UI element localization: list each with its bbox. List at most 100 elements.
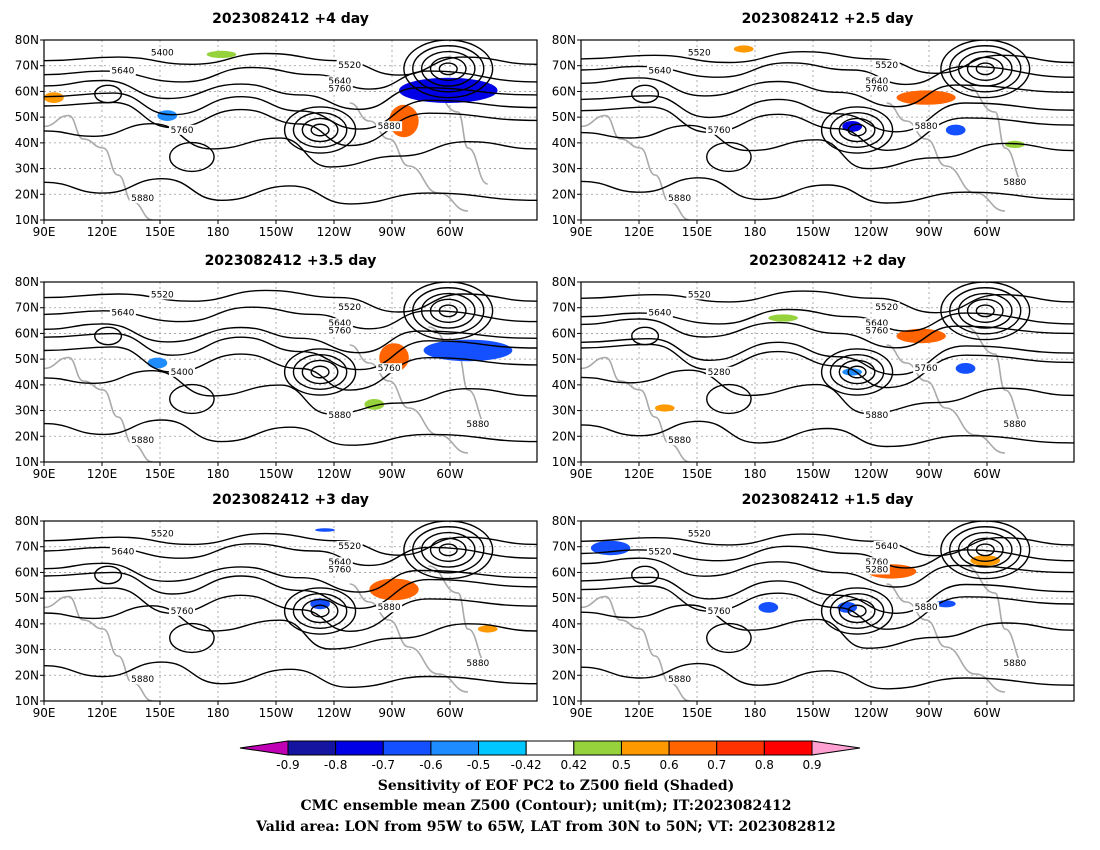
lat-tick-label: 50N — [15, 352, 39, 366]
colorbar-tick-label: -0.42 — [511, 758, 542, 772]
z500-contour — [420, 292, 476, 329]
contour-label-bg — [109, 65, 136, 76]
colorbar-tick-label: 0.8 — [755, 758, 774, 772]
contour-label: 5640 — [111, 547, 134, 557]
colorbar-box — [478, 740, 527, 756]
contour-label-bg — [686, 47, 713, 58]
z500-contour — [581, 369, 1074, 415]
lat-tick-label: 80N — [15, 514, 39, 528]
z500-contour — [310, 123, 330, 137]
contour-label-bg — [666, 193, 693, 204]
contour-label-bg — [666, 435, 693, 446]
z500-contour — [44, 177, 537, 205]
sensitivity-shading — [315, 528, 335, 532]
lat-tick-label: 70N — [552, 301, 576, 315]
contour-label: 5880 — [915, 122, 938, 132]
z500-contour — [957, 50, 1013, 87]
sensitivity-shading — [398, 77, 498, 103]
colorbar-box — [620, 740, 670, 756]
contour-label: 5880 — [668, 436, 691, 446]
colorbar-tick-label: 0.6 — [660, 758, 679, 772]
contour-label-bg — [376, 602, 403, 613]
contour-label-bg — [646, 65, 673, 76]
sensitivity-shading — [1004, 140, 1025, 148]
contour-label-bg — [326, 83, 353, 94]
lat-tick-label: 70N — [15, 540, 39, 554]
contour-label-bg — [706, 124, 733, 135]
contour-label: 5880 — [668, 194, 691, 204]
lon-tick-label: 150E — [145, 225, 176, 239]
contour-label: 5520 — [338, 542, 361, 552]
coastline — [44, 595, 153, 701]
lon-tick-label: 150E — [682, 225, 713, 239]
map-frame — [580, 39, 1075, 221]
colorbar-box — [716, 740, 765, 756]
lon-tick-label: 150W — [259, 467, 294, 481]
z500-contour — [847, 123, 867, 137]
z500-contour — [412, 287, 485, 335]
contour-label: 5640 — [648, 308, 671, 318]
lon-tick-label: 60W — [436, 225, 463, 239]
contour-label: 5520 — [875, 61, 898, 71]
contour-label-bg — [169, 366, 196, 377]
lat-tick-label: 20N — [15, 187, 39, 201]
contour-label-bg — [464, 419, 491, 429]
lat-tick-label: 40N — [15, 617, 39, 631]
panel-title: 2023082412 +2.5 day — [742, 11, 914, 27]
z500-contour — [438, 62, 458, 76]
lat-tick-label: 30N — [552, 643, 576, 657]
z500-contour — [283, 106, 357, 154]
contour-label-bg — [326, 325, 353, 336]
lat-tick-label: 10N — [15, 455, 39, 469]
z500-contour — [44, 323, 537, 354]
lat-tick-label: 20N — [552, 668, 576, 682]
z500-contour — [581, 557, 1074, 588]
colorbar-box — [763, 740, 813, 756]
z500-contour — [44, 122, 537, 168]
lat-tick-label: 70N — [15, 301, 39, 315]
lon-tick-label: 180 — [744, 467, 767, 481]
map-panel: 2023082412 +2.5 day552056405520564057605… — [552, 11, 1075, 239]
colorbar-box — [525, 740, 575, 756]
contour-label: 5880 — [131, 194, 154, 204]
lat-tick-label: 30N — [15, 643, 39, 657]
z500-contour — [581, 77, 1074, 108]
lon-tick-label: 120E — [624, 467, 655, 481]
colorbar-extend-right — [811, 740, 861, 756]
contour-label: 5520 — [151, 290, 174, 300]
z500-contour — [581, 177, 1074, 204]
z500-contour — [940, 521, 1031, 580]
sensitivity-shading — [955, 363, 976, 374]
coastline — [44, 356, 153, 462]
z500-contour — [44, 571, 537, 610]
z500-contour — [581, 343, 1074, 389]
lat-tick-label: 10N — [552, 694, 576, 708]
z500-contour — [820, 587, 894, 635]
contour-label: 5880 — [1003, 178, 1026, 188]
z500-contour — [44, 562, 537, 593]
z500-contour — [631, 326, 660, 346]
contour-label: 5760 — [915, 364, 938, 374]
lon-tick-label: 60W — [973, 467, 1000, 481]
caption-line-1: Sensitivity of EOF PC2 to Z500 field (Sh… — [378, 778, 734, 794]
z500-contour — [706, 141, 752, 173]
contour-label-bg — [686, 528, 713, 539]
lon-tick-label: 90W — [378, 225, 405, 239]
contour-label: 5880 — [131, 675, 154, 685]
contour-label: 5520 — [151, 529, 174, 539]
lon-tick-label: 90W — [378, 706, 405, 720]
lon-tick-label: 90E — [570, 225, 593, 239]
lat-tick-label: 80N — [552, 514, 576, 528]
contour-label-bg — [326, 76, 353, 87]
z500-contour — [838, 117, 876, 143]
map-frame — [580, 520, 1075, 702]
contour-label-bg — [706, 366, 733, 377]
lat-tick-label: 30N — [552, 404, 576, 418]
contour-label-bg — [863, 410, 890, 420]
contour-label: 5640 — [648, 66, 671, 76]
z500-contour — [44, 92, 537, 130]
z500-contour — [429, 298, 467, 324]
contour-label-bg — [863, 557, 890, 568]
z500-contour — [581, 50, 1074, 75]
contour-label-bg — [149, 47, 176, 58]
